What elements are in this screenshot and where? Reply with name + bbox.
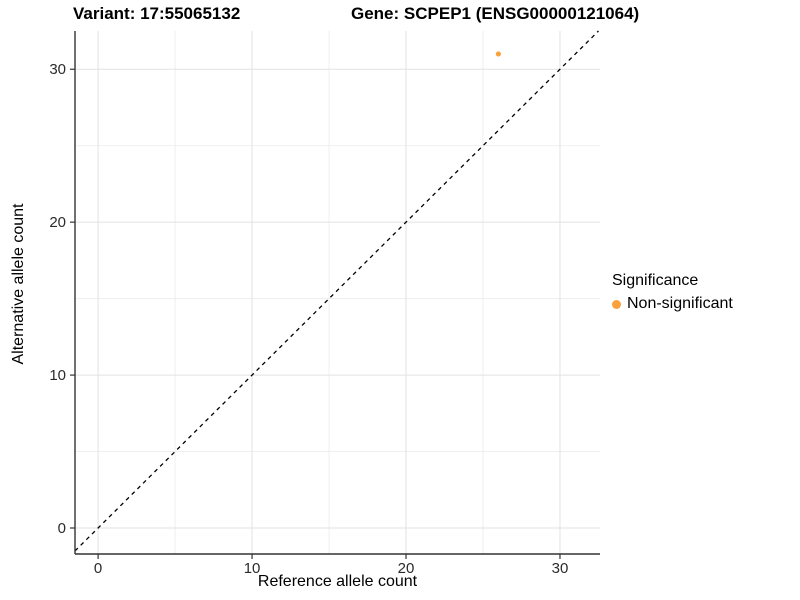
legend-title: Significance	[612, 272, 699, 289]
x-tick-label: 0	[94, 560, 102, 577]
legend-item-label: Non-significant	[627, 295, 733, 312]
y-axis-label: Alternative allele count	[10, 203, 27, 365]
x-tick-label: 30	[552, 560, 569, 577]
x-tick-label: 10	[244, 560, 261, 577]
plot-title-gene: Gene: SCPEP1 (ENSG00000121064)	[351, 4, 640, 23]
x-tick-label: 20	[398, 560, 415, 577]
plot-title-variant: Variant: 17:55065132	[73, 4, 241, 23]
y-tick-label: 0	[58, 520, 66, 537]
y-tick-label: 30	[49, 61, 66, 78]
legend-point-icon	[612, 299, 621, 309]
y-tick-label: 20	[49, 214, 66, 231]
y-tick-label: 10	[49, 367, 66, 384]
identity-line	[74, 30, 599, 552]
legend: Significance Non-significant	[612, 272, 733, 313]
legend-item: Non-significant	[612, 295, 733, 313]
x-axis-label: Reference allele count	[257, 573, 418, 590]
data-point	[495, 51, 501, 57]
